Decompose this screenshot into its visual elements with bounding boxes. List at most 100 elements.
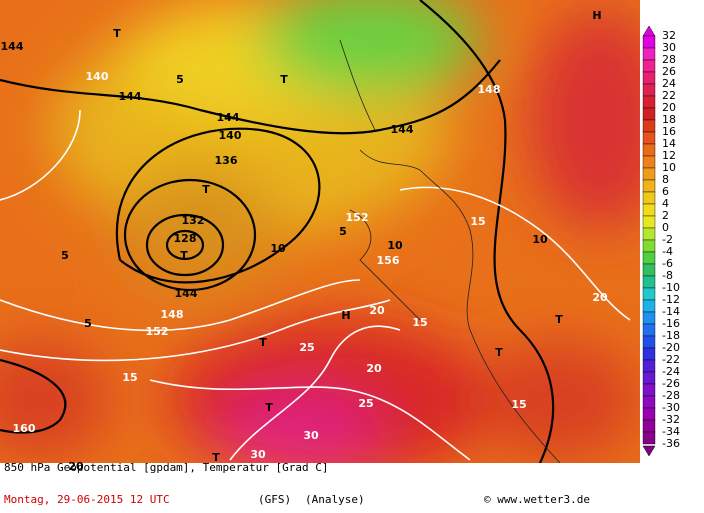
color-label: -14 bbox=[662, 305, 680, 318]
color-swatch bbox=[642, 323, 656, 337]
contour-label: 156 bbox=[377, 254, 400, 267]
color-label: 18 bbox=[662, 113, 676, 126]
contour-label: 10 bbox=[387, 239, 403, 252]
contour-label: 152 bbox=[146, 325, 169, 338]
contour-label: T bbox=[202, 183, 210, 196]
color-label: -18 bbox=[662, 329, 680, 342]
contour-label: 10 bbox=[532, 233, 548, 246]
color-label: 22 bbox=[662, 89, 676, 102]
color-swatch bbox=[642, 143, 656, 157]
color-swatch bbox=[642, 35, 656, 49]
color-label: 12 bbox=[662, 149, 676, 162]
contour-label: 15 bbox=[122, 371, 137, 384]
color-swatch bbox=[642, 395, 656, 409]
color-swatch bbox=[642, 155, 656, 169]
color-label: 8 bbox=[662, 173, 669, 186]
color-swatch bbox=[642, 347, 656, 361]
contour-label: 144 bbox=[175, 287, 198, 300]
color-swatch bbox=[642, 227, 656, 241]
color-label: 2 bbox=[662, 209, 669, 222]
color-label: -20 bbox=[662, 341, 680, 354]
color-swatch bbox=[642, 47, 656, 61]
contour-label: 148 bbox=[478, 83, 501, 96]
contour-label: H bbox=[341, 309, 350, 322]
color-label: -12 bbox=[662, 293, 680, 306]
color-label: -28 bbox=[662, 389, 680, 402]
contour-label: 20 bbox=[366, 362, 382, 375]
footer-title: 850 hPa Geopotential [gpdam], Temperatur… bbox=[4, 461, 329, 474]
color-label: 16 bbox=[662, 125, 676, 138]
color-label: 20 bbox=[662, 101, 676, 114]
contour-label: T bbox=[495, 346, 503, 359]
contour-label: 20 bbox=[592, 291, 608, 304]
color-label: -24 bbox=[662, 365, 680, 378]
color-label: 4 bbox=[662, 197, 669, 210]
color-label: -34 bbox=[662, 425, 680, 438]
contour-label: T bbox=[555, 313, 563, 326]
contour-label: 15 bbox=[511, 398, 526, 411]
contour-label: H bbox=[592, 9, 601, 22]
contour-label: 20 bbox=[369, 304, 385, 317]
color-swatch bbox=[642, 179, 656, 193]
color-swatch bbox=[642, 107, 656, 121]
color-swatch bbox=[642, 119, 656, 133]
contour-label: T bbox=[113, 27, 121, 40]
color-swatch bbox=[642, 359, 656, 373]
color-label: -2 bbox=[662, 233, 673, 246]
contour-label: 5 bbox=[84, 317, 92, 330]
contour-label: 148 bbox=[161, 308, 184, 321]
contour-label: 20 bbox=[68, 460, 84, 473]
color-label: 14 bbox=[662, 137, 676, 150]
color-swatch bbox=[642, 251, 656, 265]
color-label: 6 bbox=[662, 185, 669, 198]
map-area bbox=[0, 0, 640, 463]
color-label: -22 bbox=[662, 353, 680, 366]
color-swatch bbox=[642, 287, 656, 301]
color-label: -30 bbox=[662, 401, 680, 414]
contour-label: T bbox=[259, 336, 267, 349]
contour-label: T bbox=[280, 73, 288, 86]
color-label: -36 bbox=[662, 437, 680, 450]
color-label: -6 bbox=[662, 257, 673, 270]
footer-analysis: (Analyse) bbox=[305, 493, 365, 506]
contour-label: 25 bbox=[358, 397, 373, 410]
contour-label: 25 bbox=[299, 341, 314, 354]
color-label: -32 bbox=[662, 413, 680, 426]
footer-model: (GFS) bbox=[258, 493, 291, 506]
color-swatch bbox=[642, 215, 656, 229]
contour-label: 5 bbox=[61, 249, 69, 262]
color-swatch bbox=[642, 59, 656, 73]
contour-label: 10 bbox=[270, 242, 286, 255]
color-label: 28 bbox=[662, 53, 676, 66]
contour-label: 136 bbox=[215, 154, 238, 167]
color-swatch bbox=[642, 83, 656, 97]
color-label: 30 bbox=[662, 41, 676, 54]
contour-label: 5 bbox=[339, 225, 347, 238]
contour-label: 140 bbox=[86, 70, 109, 83]
color-label: 0 bbox=[662, 221, 669, 234]
contour-label: 160 bbox=[13, 422, 36, 435]
footer-credit: © www.wetter3.de bbox=[484, 493, 590, 506]
color-label: -26 bbox=[662, 377, 680, 390]
contour-label: T bbox=[212, 451, 220, 464]
color-label: 10 bbox=[662, 161, 676, 174]
color-swatch bbox=[642, 203, 656, 217]
color-swatch bbox=[642, 191, 656, 205]
contour-label: 144 bbox=[119, 90, 142, 103]
color-swatch bbox=[642, 95, 656, 109]
contour-label: 15 bbox=[412, 316, 427, 329]
color-label: 26 bbox=[662, 65, 676, 78]
contour-label: T bbox=[180, 249, 188, 262]
footer-date: Montag, 29-06-2015 12 UTC bbox=[4, 493, 170, 506]
contour-label: 144 bbox=[217, 111, 240, 124]
color-label: 32 bbox=[662, 29, 676, 42]
color-swatch bbox=[642, 239, 656, 253]
color-swatch bbox=[642, 407, 656, 421]
color-swatch bbox=[642, 275, 656, 289]
color-label: -4 bbox=[662, 245, 673, 258]
color-swatch bbox=[642, 383, 656, 397]
color-swatch bbox=[642, 263, 656, 277]
contour-label: 128 bbox=[174, 232, 197, 245]
color-swatch bbox=[642, 71, 656, 85]
